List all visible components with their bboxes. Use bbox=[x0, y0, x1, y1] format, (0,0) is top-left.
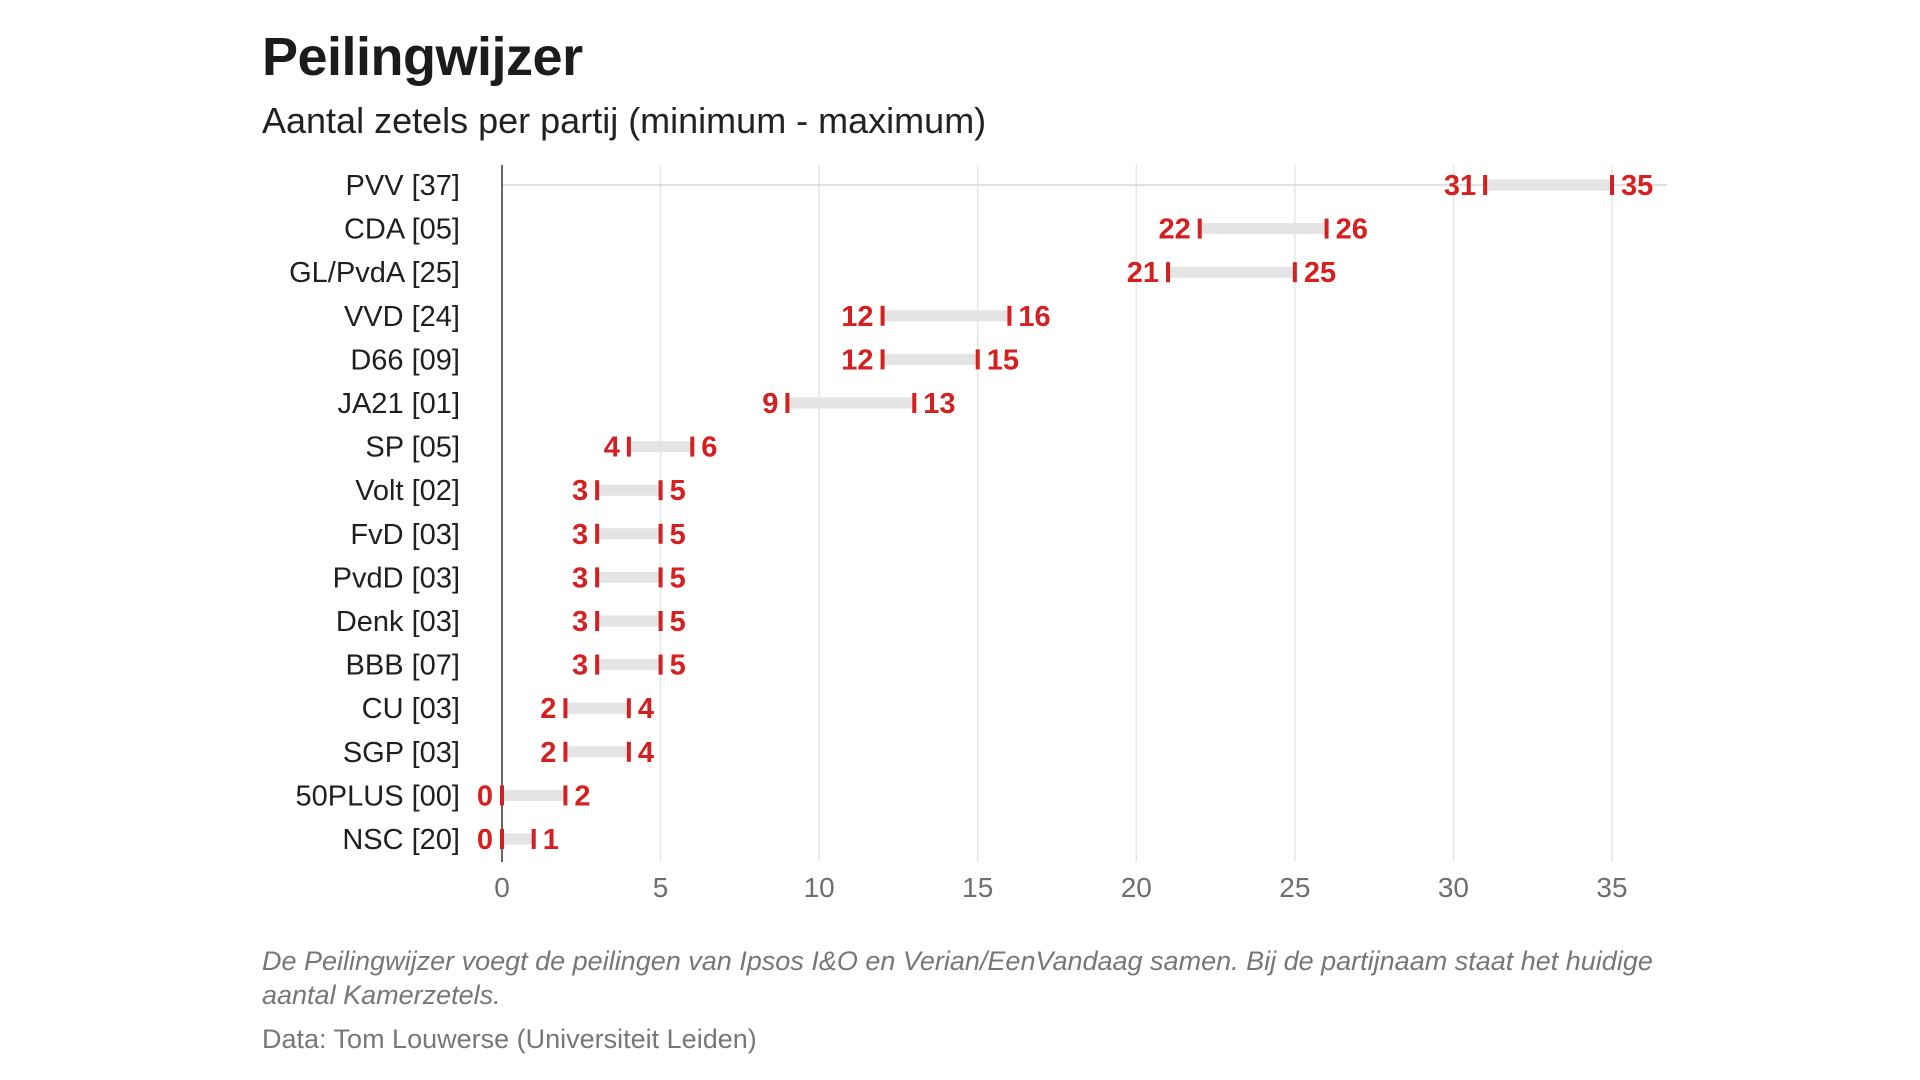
min-value-label: 0 bbox=[477, 780, 493, 812]
party-label: PvdD [03] bbox=[333, 562, 460, 594]
party-row: SP [05] 4 6 bbox=[365, 432, 717, 464]
max-value-label: 5 bbox=[670, 562, 686, 594]
party-label: PVV [37] bbox=[346, 170, 460, 202]
chart-subtitle: Aantal zetels per partij (minimum - maxi… bbox=[262, 100, 987, 141]
min-value-label: 2 bbox=[540, 737, 556, 769]
min-value-label: 0 bbox=[477, 824, 493, 856]
party-row: FvD [03] 3 5 bbox=[350, 519, 685, 551]
x-tick-label: 0 bbox=[494, 872, 510, 903]
min-value-label: 2 bbox=[540, 693, 556, 725]
party-row: PVV [37] 31 35 bbox=[346, 170, 1654, 202]
min-value-label: 21 bbox=[1127, 257, 1159, 289]
party-row: CU [03] 2 4 bbox=[362, 693, 654, 725]
party-label: FvD [03] bbox=[350, 519, 460, 551]
gridlines bbox=[502, 165, 1667, 862]
min-value-label: 22 bbox=[1158, 214, 1190, 246]
max-value-label: 5 bbox=[670, 650, 686, 682]
party-row: Volt [02] 3 5 bbox=[355, 475, 686, 507]
party-row: PvdD [03] 3 5 bbox=[333, 562, 686, 594]
party-label: Volt [02] bbox=[355, 475, 460, 507]
party-label: CU [03] bbox=[362, 693, 460, 725]
min-value-label: 4 bbox=[604, 432, 620, 464]
party-label: D66 [09] bbox=[350, 344, 460, 376]
min-value-label: 3 bbox=[572, 606, 588, 638]
party-label: BBB [07] bbox=[346, 650, 460, 682]
max-value-label: 16 bbox=[1018, 301, 1050, 333]
min-value-label: 3 bbox=[572, 562, 588, 594]
party-row: CDA [05] 22 26 bbox=[344, 214, 1368, 246]
min-value-label: 12 bbox=[841, 301, 873, 333]
min-value-label: 3 bbox=[572, 519, 588, 551]
party-label: CDA [05] bbox=[344, 214, 460, 246]
max-value-label: 4 bbox=[638, 737, 654, 769]
party-label: NSC [20] bbox=[342, 824, 460, 856]
x-tick-label: 25 bbox=[1279, 872, 1310, 903]
x-tick-label: 15 bbox=[962, 872, 993, 903]
party-row: NSC [20] 0 1 bbox=[342, 824, 559, 856]
min-value-label: 31 bbox=[1444, 170, 1476, 202]
max-value-label: 2 bbox=[574, 780, 590, 812]
party-label: VVD [24] bbox=[344, 301, 460, 333]
party-row: GL/PvdA [25] 21 25 bbox=[289, 257, 1336, 289]
footnote: De Peilingwijzer voegt de peilingen van … bbox=[262, 946, 1653, 1010]
chart-title: Peilingwijzer bbox=[262, 27, 583, 87]
data-source: Data: Tom Louwerse (Universiteit Leiden) bbox=[262, 1024, 757, 1054]
party-row: VVD [24] 12 16 bbox=[344, 301, 1051, 333]
max-value-label: 5 bbox=[670, 519, 686, 551]
party-row: SGP [03] 2 4 bbox=[343, 737, 654, 769]
party-row: JA21 [01] 9 13 bbox=[337, 388, 955, 420]
max-value-label: 6 bbox=[701, 432, 717, 464]
max-value-label: 5 bbox=[670, 606, 686, 638]
party-label: SP [05] bbox=[365, 432, 460, 464]
min-value-label: 3 bbox=[572, 650, 588, 682]
x-tick-label: 10 bbox=[804, 872, 835, 903]
party-label: GL/PvdA [25] bbox=[289, 257, 460, 289]
x-tick-label: 20 bbox=[1121, 872, 1152, 903]
max-value-label: 4 bbox=[638, 693, 654, 725]
max-value-label: 26 bbox=[1336, 214, 1368, 246]
x-axis: 0 5 10 15 20 25 30 35 bbox=[494, 165, 1628, 903]
max-value-label: 35 bbox=[1621, 170, 1653, 202]
party-row: Denk [03] 3 5 bbox=[336, 606, 686, 638]
x-tick-label: 30 bbox=[1438, 872, 1469, 903]
max-value-label: 25 bbox=[1304, 257, 1336, 289]
party-label: JA21 [01] bbox=[337, 388, 460, 420]
max-value-label: 1 bbox=[543, 824, 559, 856]
x-tick-label: 35 bbox=[1596, 872, 1627, 903]
party-label: 50PLUS [00] bbox=[296, 780, 460, 812]
party-row: BBB [07] 3 5 bbox=[346, 650, 686, 682]
party-row: D66 [09] 12 15 bbox=[350, 344, 1019, 376]
party-row: 50PLUS [00] 0 2 bbox=[296, 780, 591, 812]
party-label: SGP [03] bbox=[343, 737, 460, 769]
max-value-label: 15 bbox=[987, 344, 1019, 376]
max-value-label: 5 bbox=[670, 475, 686, 507]
min-value-label: 3 bbox=[572, 475, 588, 507]
min-value-label: 12 bbox=[841, 344, 873, 376]
min-value-label: 9 bbox=[762, 388, 778, 420]
party-label: Denk [03] bbox=[336, 606, 460, 638]
max-value-label: 13 bbox=[923, 388, 955, 420]
x-tick-label: 5 bbox=[653, 872, 669, 903]
